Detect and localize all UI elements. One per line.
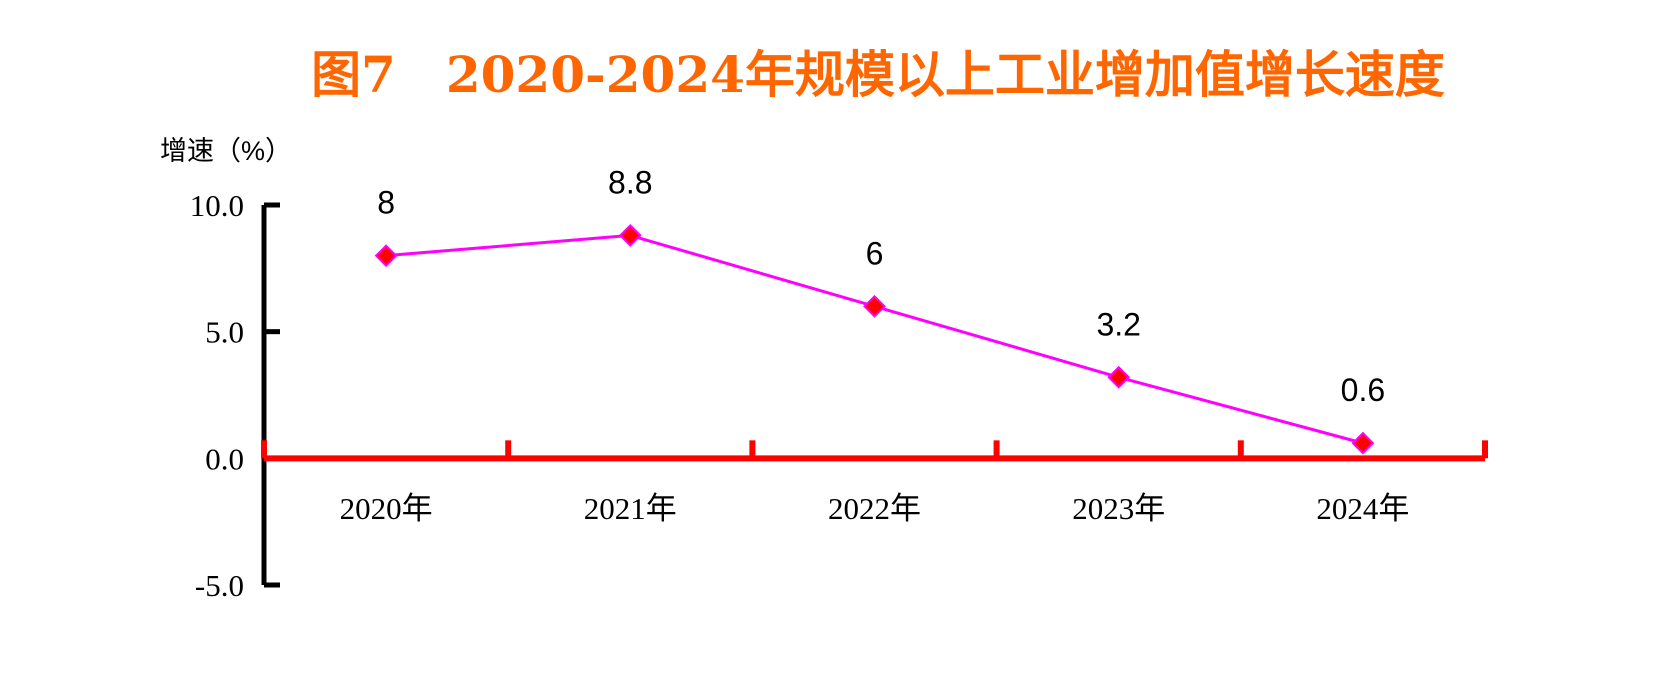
y-tick-label: 10.0 xyxy=(190,188,244,223)
plot-area: 10.0 5.0 0.0 -5.0 2020年 2021年 2022年 2023年 2024年 8… xyxy=(190,164,1488,603)
data-label: 3.2 xyxy=(1096,306,1140,342)
y-axis-label: 增速（%） xyxy=(160,136,292,166)
data-point-marker xyxy=(618,223,642,247)
y-tick-label: -5.0 xyxy=(195,568,244,603)
x-tick-label: 2022年 xyxy=(828,491,921,526)
x-tick-label: 2020年 xyxy=(340,491,433,526)
x-tick-label: 2023年 xyxy=(1072,491,1165,526)
data-point-marker xyxy=(1351,431,1375,455)
data-label: 6 xyxy=(866,235,884,271)
data-label: 0.6 xyxy=(1341,372,1385,408)
data-point-marker xyxy=(374,244,398,268)
y-tick-label: 0.0 xyxy=(205,441,244,476)
data-point-marker xyxy=(1107,365,1131,389)
data-label: 8 xyxy=(377,185,395,221)
x-tick-label: 2024年 xyxy=(1316,491,1409,526)
data-label: 8.8 xyxy=(608,164,652,200)
chart-title: 图7 2020-2024年规模以上工业增加值增长速度 xyxy=(311,45,1445,104)
data-point-marker xyxy=(863,294,886,318)
x-tick-label: 2021年 xyxy=(584,491,677,526)
y-tick-label: 5.0 xyxy=(205,315,244,350)
